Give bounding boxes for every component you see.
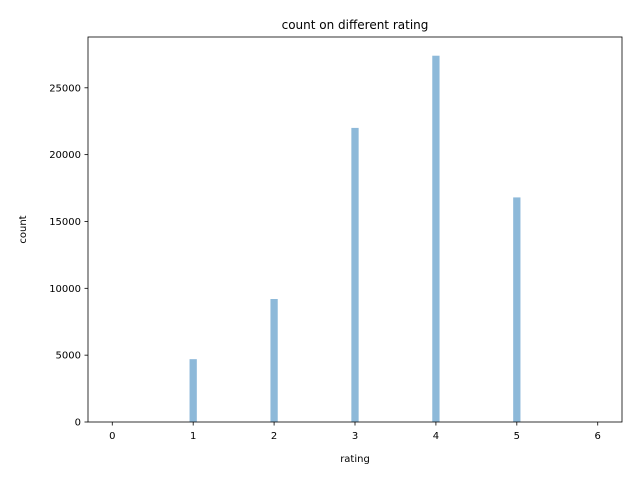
- x-tick-label: 3: [352, 431, 358, 442]
- x-tick-label: 5: [514, 431, 520, 442]
- y-tick-label: 15000: [49, 217, 81, 228]
- x-tick-label: 0: [109, 431, 115, 442]
- y-tick-label: 5000: [56, 351, 81, 362]
- bars-layer: [189, 55, 521, 423]
- bar-rating-4: [432, 55, 440, 423]
- y-axis-label: count: [18, 215, 29, 243]
- y-axis-ticks: 0 5000 10000 15000 20000 25000: [49, 83, 88, 429]
- x-tick-label: 1: [190, 431, 196, 442]
- chart-title: count on different rating: [282, 18, 429, 32]
- bar-rating-3: [351, 127, 359, 423]
- x-axis-label: rating: [340, 454, 370, 465]
- y-tick-label: 20000: [49, 150, 81, 161]
- y-tick-label: 10000: [49, 284, 81, 295]
- bar-rating-1: [189, 359, 197, 422]
- y-tick-label: 25000: [49, 83, 81, 94]
- x-tick-label: 4: [433, 431, 439, 442]
- bar-rating-2: [270, 299, 278, 422]
- x-axis-ticks: 0 1 2 3 4 5 6: [109, 422, 601, 442]
- x-tick-label: 2: [271, 431, 277, 442]
- x-tick-label: 6: [595, 431, 601, 442]
- bar-rating-5: [513, 197, 521, 422]
- y-tick-label: 0: [75, 418, 81, 429]
